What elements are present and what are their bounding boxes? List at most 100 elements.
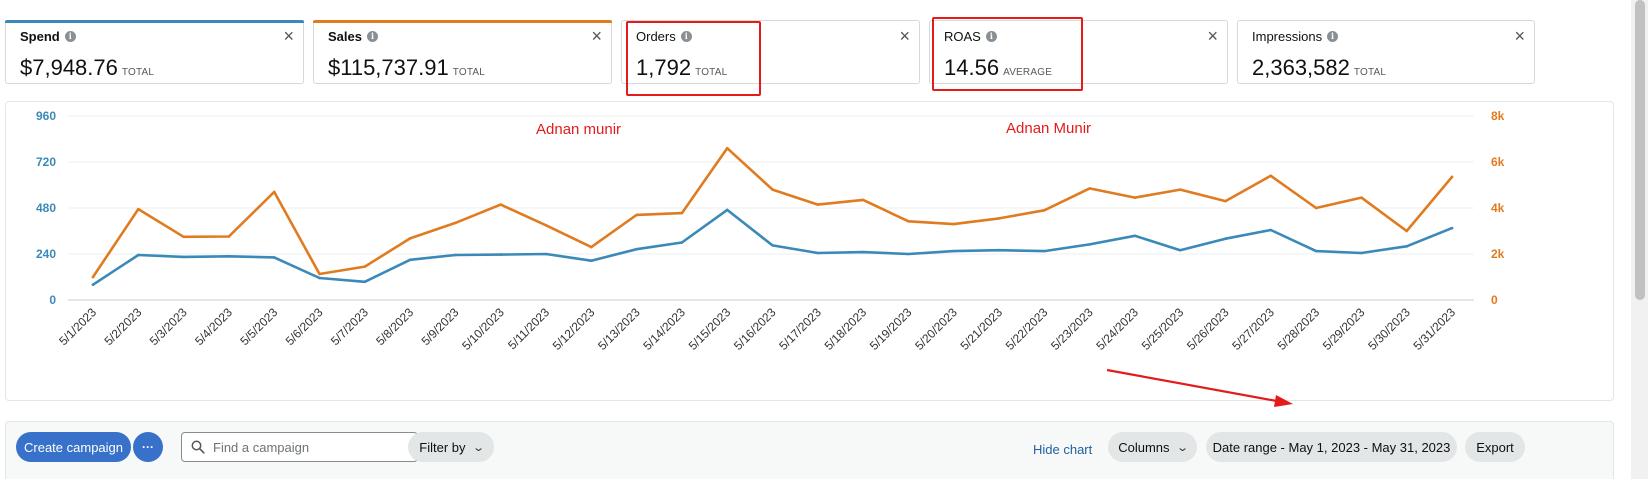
close-icon[interactable]: ×: [283, 26, 294, 46]
data-point-sales[interactable]: [1269, 174, 1273, 178]
data-point-sales[interactable]: [91, 275, 95, 279]
close-icon[interactable]: ×: [1514, 26, 1525, 46]
data-point-spend[interactable]: [91, 283, 95, 286]
data-point-sales[interactable]: [771, 188, 774, 191]
data-point-sales[interactable]: [1360, 196, 1363, 199]
data-point-spend[interactable]: [1405, 245, 1408, 248]
x-tick-label: 5/21/2023: [957, 305, 1005, 353]
info-icon[interactable]: i: [985, 31, 997, 42]
metric-unit: AVERAGE: [1003, 67, 1053, 78]
data-point-sales[interactable]: [1043, 209, 1046, 212]
y-right-tick-label: 0: [1491, 293, 1498, 307]
close-icon[interactable]: ×: [591, 26, 602, 46]
data-point-spend[interactable]: [997, 248, 1001, 252]
data-point-sales[interactable]: [1314, 206, 1318, 210]
data-point-sales[interactable]: [137, 207, 140, 211]
hide-chart-link[interactable]: Hide chart: [1033, 442, 1093, 457]
data-point-sales[interactable]: [1088, 187, 1091, 190]
metric-card-impressions[interactable]: Impressions i × 2,363,582 TOTAL: [1237, 20, 1535, 84]
data-point-spend[interactable]: [952, 249, 955, 253]
data-point-sales[interactable]: [680, 211, 684, 215]
data-point-spend[interactable]: [725, 208, 729, 212]
data-point-spend[interactable]: [1314, 249, 1318, 253]
y-right-tick-label: 8k: [1491, 109, 1505, 123]
data-point-sales[interactable]: [272, 190, 276, 194]
close-icon[interactable]: ×: [899, 26, 910, 46]
chevron-down-icon: ⌄: [471, 441, 485, 454]
x-tick-label: 5/16/2023: [731, 305, 779, 353]
data-point-spend[interactable]: [363, 280, 367, 284]
x-tick-label: 5/26/2023: [1184, 305, 1232, 353]
data-point-sales[interactable]: [544, 223, 548, 227]
search-input[interactable]: [211, 438, 405, 456]
search-box[interactable]: [181, 432, 418, 462]
data-point-sales[interactable]: [590, 245, 593, 249]
metric-card-sales[interactable]: Sales i × $115,737.91 TOTAL: [313, 20, 612, 84]
data-point-sales[interactable]: [1133, 196, 1137, 199]
more-actions-button[interactable]: ···: [133, 432, 163, 462]
close-icon[interactable]: ×: [1207, 26, 1218, 46]
data-point-sales[interactable]: [1224, 199, 1227, 203]
data-point-sales[interactable]: [1450, 175, 1454, 179]
data-point-sales[interactable]: [182, 235, 185, 239]
data-point-sales[interactable]: [499, 203, 503, 206]
data-point-spend[interactable]: [1043, 249, 1046, 253]
date-range-button[interactable]: Date range - May 1, 2023 - May 31, 2023: [1206, 432, 1457, 462]
data-point-sales[interactable]: [635, 213, 638, 217]
data-point-spend[interactable]: [318, 276, 321, 280]
data-point-spend[interactable]: [590, 259, 593, 263]
data-point-spend[interactable]: [1088, 243, 1091, 246]
filter-by-button[interactable]: Filter by ⌄: [408, 432, 494, 462]
data-point-sales[interactable]: [997, 217, 1001, 220]
export-button[interactable]: Export: [1465, 432, 1525, 462]
data-point-sales[interactable]: [1178, 188, 1182, 191]
data-point-spend[interactable]: [454, 253, 457, 257]
data-point-spend[interactable]: [1450, 226, 1454, 230]
y-right-tick-label: 4k: [1491, 201, 1505, 215]
data-point-spend[interactable]: [771, 244, 774, 247]
data-point-sales[interactable]: [408, 237, 412, 240]
create-campaign-button[interactable]: Create campaign: [16, 432, 131, 462]
info-icon[interactable]: i: [366, 31, 378, 42]
metric-card-orders[interactable]: Orders i × 1,792 TOTAL: [621, 20, 920, 84]
data-point-spend[interactable]: [1360, 251, 1363, 255]
data-point-spend[interactable]: [1269, 228, 1273, 232]
data-point-sales[interactable]: [725, 146, 729, 150]
data-point-spend[interactable]: [635, 247, 638, 251]
data-point-spend[interactable]: [816, 251, 820, 255]
data-point-sales[interactable]: [454, 221, 457, 225]
data-point-spend[interactable]: [182, 255, 185, 259]
metric-unit: TOTAL: [695, 67, 728, 78]
data-point-spend[interactable]: [861, 250, 865, 254]
data-point-spend[interactable]: [137, 253, 140, 257]
data-point-spend[interactable]: [680, 241, 684, 244]
data-point-spend[interactable]: [1133, 234, 1137, 238]
data-point-sales[interactable]: [907, 220, 910, 223]
data-point-sales[interactable]: [816, 203, 820, 206]
page-scrollbar[interactable]: [1631, 0, 1648, 479]
data-point-spend[interactable]: [227, 254, 231, 258]
columns-button[interactable]: Columns ⌄: [1108, 432, 1197, 462]
metric-card-spend[interactable]: Spend i × $7,948.76 TOTAL: [5, 20, 304, 84]
info-icon[interactable]: i: [1327, 31, 1339, 42]
data-point-sales[interactable]: [363, 265, 367, 268]
data-point-spend[interactable]: [408, 258, 412, 262]
data-point-spend[interactable]: [907, 252, 910, 256]
metric-value: $115,737.91 TOTAL: [328, 55, 486, 80]
data-point-sales[interactable]: [861, 198, 865, 202]
data-point-spend[interactable]: [272, 256, 276, 259]
info-icon[interactable]: i: [64, 31, 76, 42]
info-icon[interactable]: i: [680, 31, 692, 42]
metric-card-roas[interactable]: ROAS i × 14.56 AVERAGE: [929, 20, 1228, 84]
scrollbar-thumb[interactable]: [1635, 0, 1645, 300]
data-point-sales[interactable]: [952, 222, 955, 226]
data-point-spend[interactable]: [1178, 248, 1182, 252]
chevron-down-icon: ⌄: [1175, 441, 1189, 454]
data-point-spend[interactable]: [499, 253, 503, 256]
data-point-spend[interactable]: [1224, 237, 1227, 240]
x-tick-label: 5/13/2023: [595, 305, 643, 353]
data-point-spend[interactable]: [544, 252, 548, 256]
data-point-sales[interactable]: [227, 235, 231, 238]
data-point-sales[interactable]: [1405, 229, 1408, 233]
data-point-sales[interactable]: [318, 272, 321, 276]
